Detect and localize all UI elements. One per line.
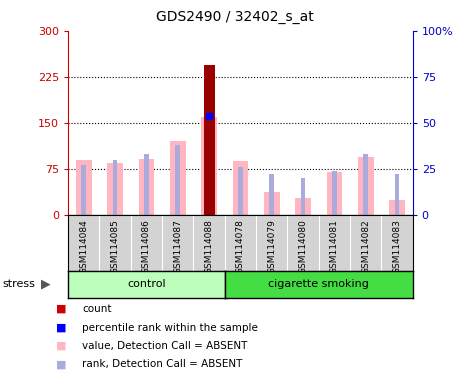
Text: GSM114079: GSM114079 [267,220,276,275]
Text: GSM114088: GSM114088 [204,220,213,275]
Text: ■: ■ [56,341,67,351]
Bar [113,160,117,215]
Text: percentile rank within the sample: percentile rank within the sample [82,323,258,333]
Bar [233,161,248,215]
Text: ■: ■ [56,304,67,314]
Text: GDS2490 / 32402_s_at: GDS2490 / 32402_s_at [156,10,313,23]
Text: ■: ■ [56,323,67,333]
Bar [170,141,186,215]
Bar [264,192,280,215]
Text: GSM114086: GSM114086 [142,220,151,275]
Bar [326,172,342,215]
Bar [76,160,91,215]
Bar [207,116,212,215]
Text: GSM114083: GSM114083 [393,220,401,275]
Bar [358,157,373,215]
Text: control: control [127,279,166,289]
Bar [395,174,400,215]
Bar [204,65,214,215]
Bar [295,198,311,215]
Text: GSM114078: GSM114078 [236,220,245,275]
Text: count: count [82,304,112,314]
Text: cigarette smoking: cigarette smoking [268,279,369,289]
Text: GSM114085: GSM114085 [111,220,120,275]
Bar [175,145,180,215]
Text: ■: ■ [56,359,67,369]
Bar [301,178,305,215]
Bar [138,159,154,215]
Text: GSM114080: GSM114080 [299,220,308,275]
Text: GSM114084: GSM114084 [79,220,88,274]
Text: GSM114082: GSM114082 [361,220,370,274]
Bar [363,154,368,215]
Text: ▶: ▶ [41,278,51,291]
Bar [332,171,337,215]
Bar [201,117,217,215]
Bar [81,165,86,215]
Bar [269,174,274,215]
Bar [144,154,149,215]
Bar [107,163,123,215]
Text: value, Detection Call = ABSENT: value, Detection Call = ABSENT [82,341,248,351]
Text: GSM114081: GSM114081 [330,220,339,275]
Text: GSM114087: GSM114087 [173,220,182,275]
Bar [389,200,405,215]
Bar [238,167,243,215]
Text: rank, Detection Call = ABSENT: rank, Detection Call = ABSENT [82,359,242,369]
Text: stress: stress [2,279,35,289]
